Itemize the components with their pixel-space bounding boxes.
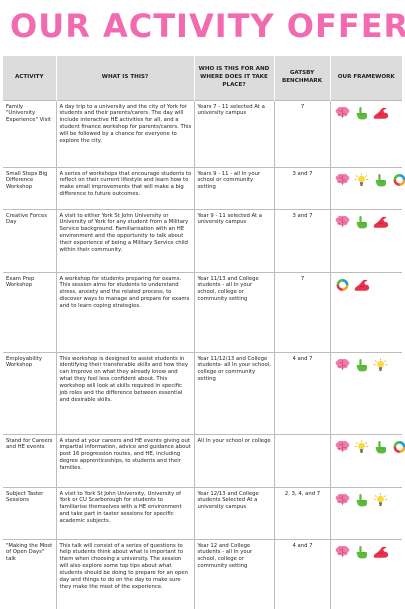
activity-cell: Exam Prep Workshop [3,272,56,352]
table-row: Exam Prep Workshop A workshop for studen… [3,272,402,352]
activity-offer-page: OUR ACTIVITY OFFER Activity What is this… [0,0,405,580]
brain-icon [334,173,351,187]
header-gatsby: Gatsby Benchmark [274,56,330,100]
gatsby-cell: 7 [274,100,330,167]
gatsby-cell: 4 and 7 [274,352,330,434]
lightbulb-icon [372,493,389,507]
framework-cell [330,272,402,352]
lightbulb-icon [353,440,370,454]
audience-cell: Year 9 - 11 selected At a university cam… [194,209,274,272]
gatsby-cell: 7 [274,272,330,352]
description-cell: A workshop for students preparing for ex… [56,272,194,352]
framework-cell [330,167,402,209]
table-row: Family "University Experience" Visit A d… [3,100,402,167]
framework-cell [330,487,402,539]
framework-cell [330,100,402,167]
activity-cell: Family "University Experience" Visit [3,100,56,167]
hand-pointer-icon [353,545,370,559]
hand-pointer-icon [372,440,389,454]
framework-icons [334,491,401,507]
header-activity: Activity [3,56,56,100]
flexed-arm-icon [372,215,389,229]
framework-cell [330,209,402,272]
gatsby-cell [274,434,330,487]
lightbulb-icon [372,358,389,372]
framework-cell [330,434,402,487]
flexed-arm-icon [372,545,389,559]
framework-icons [334,104,401,120]
table-header: Activity What is this? Who is this for a… [3,56,402,100]
audience-cell: Year 11/13 and College students - all In… [194,272,274,352]
framework-icons [334,356,401,372]
gatsby-cell: 3 and 7 [274,209,330,272]
hand-pointer-icon [353,493,370,507]
header-what: What is this? [56,56,194,100]
framework-cell [330,352,402,434]
activity-cell: Small Steps Big Difference Workshop [3,167,56,209]
table-row: "Making the Most of Open Days" talk This… [3,539,402,609]
brain-icon [334,545,351,559]
hand-pointer-icon [353,358,370,372]
table-row: Creative Forces Day A visit to either Yo… [3,209,402,272]
cycle-icon [391,173,405,187]
flexed-arm-icon [353,278,370,292]
framework-icons [334,213,401,229]
table-row: Small Steps Big Difference Workshop A se… [3,167,402,209]
description-cell: This talk will consist of a series of qu… [56,539,194,609]
gatsby-cell: 3 and 7 [274,167,330,209]
framework-icons [334,276,401,292]
audience-cell: Year 12/13 and College students Selected… [194,487,274,539]
cycle-icon [334,278,351,292]
gatsby-cell: 4 and 7 [274,539,330,609]
audience-cell: Years 9 - 11 - all In your school or com… [194,167,274,209]
hand-pointer-icon [353,215,370,229]
table-row: Stand for Careers and HE events A stand … [3,434,402,487]
description-cell: A series of workshops that encourage stu… [56,167,194,209]
framework-icons [334,543,401,559]
activity-cell: "Making the Most of Open Days" talk [3,539,56,609]
brain-icon [334,106,351,120]
description-cell: A stand at your careers and HE events gi… [56,434,194,487]
brain-icon [334,493,351,507]
flexed-arm-icon [372,106,389,120]
audience-cell: Years 7 - 11 selected At a university ca… [194,100,274,167]
description-cell: This workshop is designed to assist stud… [56,352,194,434]
brain-icon [334,215,351,229]
brain-icon [334,440,351,454]
description-cell: A day trip to a university and the city … [56,100,194,167]
activity-cell: Employability Workshop [3,352,56,434]
activity-cell: Stand for Careers and HE events [3,434,56,487]
audience-cell: All In your school or college [194,434,274,487]
framework-icons [334,438,401,454]
table-row: Subject Taster Sessions A visit to York … [3,487,402,539]
description-cell: A visit to either York St John Universit… [56,209,194,272]
hand-pointer-icon [372,173,389,187]
description-cell: A visit to York St John University, Univ… [56,487,194,539]
lightbulb-icon [353,173,370,187]
activity-cell: Subject Taster Sessions [3,487,56,539]
hand-pointer-icon [353,106,370,120]
brain-icon [334,358,351,372]
activity-table: Activity What is this? Who is this for a… [3,56,402,609]
audience-cell: Year 11/12/13 and College students- all … [194,352,274,434]
framework-cell [330,539,402,609]
table-row: Employability Workshop This workshop is … [3,352,402,434]
page-title: OUR ACTIVITY OFFER [10,6,395,46]
table-body: Family "University Experience" Visit A d… [3,100,402,609]
framework-icons [334,171,401,187]
activity-cell: Creative Forces Day [3,209,56,272]
cycle-icon [391,440,405,454]
gatsby-cell: 2, 3, 4, and 7 [274,487,330,539]
audience-cell: Year 12 and College students - all In yo… [194,539,274,609]
header-who: Who is this for and where does it take p… [194,56,274,100]
header-framework: Our Framework [330,56,402,100]
